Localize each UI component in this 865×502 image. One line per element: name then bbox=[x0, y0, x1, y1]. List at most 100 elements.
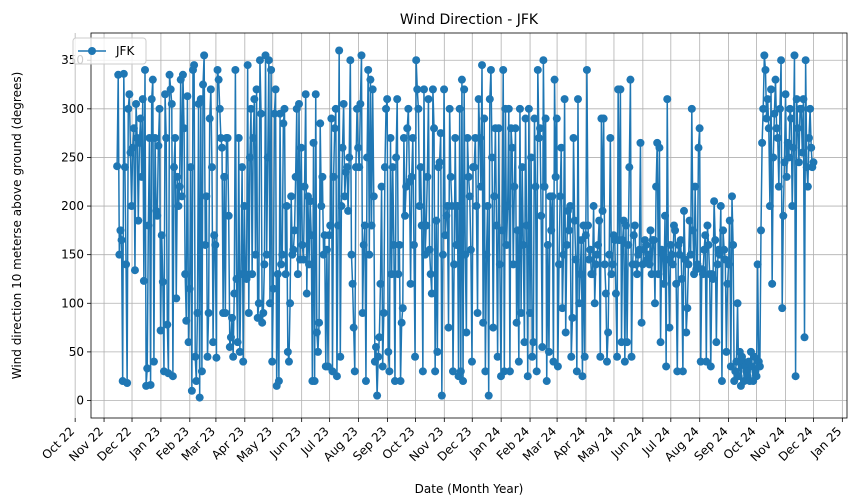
y-axis: 050100150200250300350 bbox=[61, 53, 91, 408]
data-point bbox=[185, 284, 194, 293]
data-point bbox=[541, 114, 550, 123]
data-point bbox=[277, 260, 286, 269]
data-point bbox=[290, 226, 299, 235]
data-point bbox=[663, 95, 672, 104]
data-point bbox=[558, 304, 567, 313]
data-point bbox=[186, 163, 195, 172]
data-point bbox=[533, 65, 542, 74]
data-point bbox=[409, 240, 418, 249]
data-point bbox=[340, 192, 349, 201]
data-point bbox=[201, 240, 210, 249]
data-point bbox=[153, 211, 162, 220]
data-point bbox=[444, 323, 453, 332]
data-point bbox=[375, 333, 384, 342]
data-point bbox=[672, 279, 681, 288]
data-point bbox=[270, 109, 279, 118]
data-point bbox=[682, 328, 691, 337]
data-point bbox=[637, 318, 646, 327]
data-point bbox=[613, 352, 622, 361]
data-point bbox=[621, 221, 630, 230]
data-point bbox=[157, 231, 166, 240]
data-point bbox=[368, 85, 377, 94]
data-point bbox=[407, 172, 416, 181]
data-point bbox=[317, 202, 326, 211]
data-point bbox=[382, 104, 391, 113]
data-point bbox=[156, 326, 165, 335]
data-point bbox=[771, 75, 780, 84]
data-point bbox=[120, 163, 129, 172]
data-point bbox=[724, 260, 733, 269]
data-point bbox=[158, 277, 167, 286]
data-point bbox=[170, 163, 179, 172]
data-point bbox=[684, 260, 693, 269]
data-point bbox=[192, 377, 201, 386]
data-point bbox=[769, 153, 778, 162]
data-point bbox=[722, 347, 731, 356]
data-point bbox=[662, 362, 671, 371]
data-point bbox=[358, 309, 367, 317]
data-point bbox=[191, 352, 200, 361]
data-point bbox=[383, 95, 392, 104]
data-point bbox=[695, 124, 704, 133]
data-point bbox=[259, 309, 268, 317]
data-point bbox=[440, 85, 449, 94]
y-tick-label: 50 bbox=[69, 345, 84, 359]
data-point bbox=[166, 85, 175, 94]
data-point bbox=[254, 299, 263, 308]
data-point bbox=[465, 192, 474, 201]
data-point bbox=[696, 357, 705, 366]
data-point bbox=[770, 109, 779, 118]
data-point bbox=[228, 313, 237, 322]
data-point bbox=[299, 255, 308, 264]
data-point bbox=[408, 134, 417, 142]
data-point bbox=[466, 245, 475, 254]
data-point bbox=[453, 202, 462, 211]
data-point bbox=[809, 158, 818, 167]
data-point bbox=[687, 104, 696, 113]
data-point bbox=[486, 65, 495, 74]
data-point bbox=[753, 260, 762, 269]
data-point bbox=[250, 95, 259, 104]
data-point bbox=[789, 143, 798, 152]
data-point bbox=[646, 226, 655, 235]
data-point bbox=[532, 367, 541, 376]
data-point bbox=[493, 352, 502, 361]
data-point bbox=[542, 377, 551, 386]
data-point bbox=[243, 61, 252, 70]
data-point bbox=[139, 276, 148, 285]
data-point bbox=[723, 279, 732, 288]
data-point bbox=[652, 182, 661, 191]
data-point bbox=[457, 75, 466, 84]
data-point bbox=[195, 393, 204, 402]
data-point bbox=[518, 163, 527, 172]
data-point bbox=[606, 134, 615, 142]
data-point bbox=[282, 202, 291, 211]
data-point bbox=[729, 240, 738, 249]
data-point bbox=[416, 163, 425, 172]
data-point bbox=[281, 270, 290, 279]
data-point bbox=[119, 69, 128, 78]
legend-label: JFK bbox=[115, 44, 135, 58]
data-point bbox=[197, 367, 206, 376]
data-point bbox=[178, 70, 187, 79]
data-point bbox=[803, 182, 812, 191]
data-point bbox=[794, 158, 803, 167]
data-point bbox=[271, 85, 280, 94]
data-point bbox=[522, 221, 531, 230]
data-point bbox=[759, 104, 768, 113]
data-point bbox=[483, 202, 492, 211]
data-point bbox=[716, 202, 725, 211]
data-point bbox=[505, 367, 514, 376]
data-point bbox=[125, 90, 134, 99]
data-point bbox=[220, 172, 229, 181]
data-point bbox=[418, 367, 427, 376]
data-point bbox=[406, 279, 415, 288]
data-point bbox=[423, 172, 432, 181]
data-point bbox=[513, 226, 522, 235]
data-point bbox=[334, 221, 343, 230]
data-point bbox=[419, 85, 428, 94]
data-point bbox=[279, 119, 288, 128]
data-point bbox=[171, 134, 180, 142]
data-point bbox=[136, 114, 145, 123]
data-point bbox=[502, 240, 511, 249]
